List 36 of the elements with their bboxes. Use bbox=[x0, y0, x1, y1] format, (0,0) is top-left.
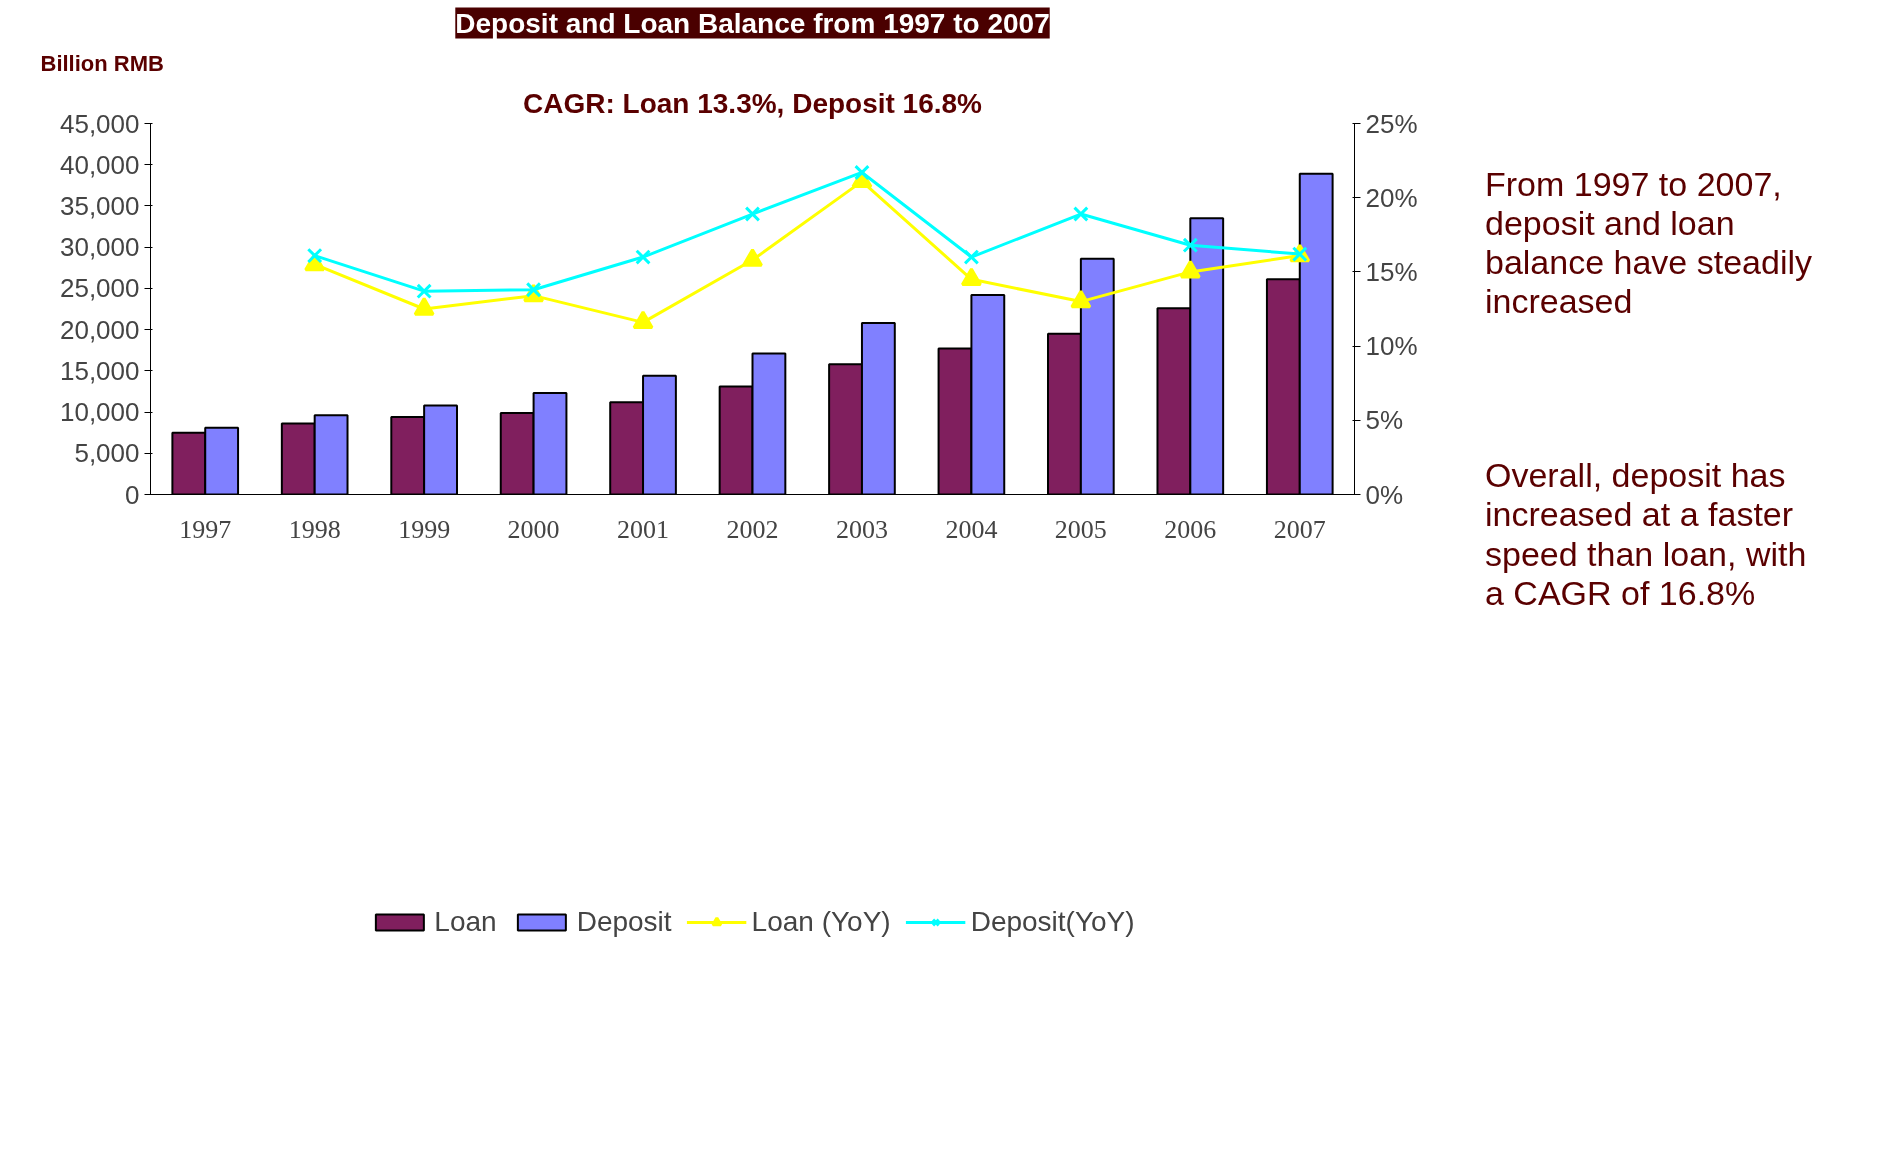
y-axis-title: Billion RMB bbox=[40, 50, 164, 76]
x-tick-label: 2007 bbox=[1273, 514, 1326, 544]
text: Overall, deposit has increased at a faster speed than loan, with a CAGR of 16.8% bbox=[1485, 456, 1808, 613]
x-tick-label: 2000 bbox=[507, 514, 560, 544]
y2-tick-label: 15% bbox=[1365, 256, 1418, 287]
x-tick-label: 1999 bbox=[398, 514, 451, 544]
y-tick-label: 0 bbox=[125, 479, 140, 510]
y-tick-label: 5,000 bbox=[74, 438, 140, 469]
y-tick-label: 20,000 bbox=[59, 314, 140, 345]
legend-label: Deposit(YoY) bbox=[970, 906, 1135, 938]
y2-tick-label: 10% bbox=[1365, 331, 1418, 362]
y-tick-label: 45,000 bbox=[59, 108, 140, 139]
x-tick-label: 2001 bbox=[617, 514, 670, 544]
x-tick-label: 2004 bbox=[945, 514, 998, 544]
y-tick-label: 10,000 bbox=[59, 397, 140, 428]
x-tick-label: 2002 bbox=[726, 514, 779, 544]
chart-title: Deposit and Loan Balance from 1997 to 2007 bbox=[455, 7, 1050, 39]
y2-tick-label: 25% bbox=[1365, 108, 1418, 139]
legend-label: Loan bbox=[434, 906, 497, 938]
legend-label: Loan (YoY) bbox=[751, 906, 891, 938]
y-tick-label: 40,000 bbox=[59, 149, 140, 180]
y2-tick-label: 0% bbox=[1365, 479, 1404, 510]
y2-tick-label: 20% bbox=[1365, 182, 1418, 213]
y2-tick-label: 5% bbox=[1365, 405, 1404, 436]
text: From 1997 to 2007, deposit and loan balance have steadily increased bbox=[1485, 165, 1813, 322]
y-tick-label: 35,000 bbox=[59, 190, 140, 221]
x-tick-label: 2003 bbox=[835, 514, 888, 544]
x-tick-label: 2005 bbox=[1054, 514, 1107, 544]
y-tick-label: 25,000 bbox=[59, 273, 140, 304]
y-tick-label: 15,000 bbox=[59, 355, 140, 386]
x-tick-label: 1998 bbox=[288, 514, 341, 544]
x-tick-label: 1997 bbox=[179, 514, 232, 544]
y-tick-label: 30,000 bbox=[59, 232, 140, 263]
legend-label: Deposit bbox=[576, 906, 672, 938]
x-tick-label: 2006 bbox=[1164, 514, 1217, 544]
chart-subtitle: CAGR: Loan 13.3%, Deposit 16.8% bbox=[523, 87, 983, 119]
